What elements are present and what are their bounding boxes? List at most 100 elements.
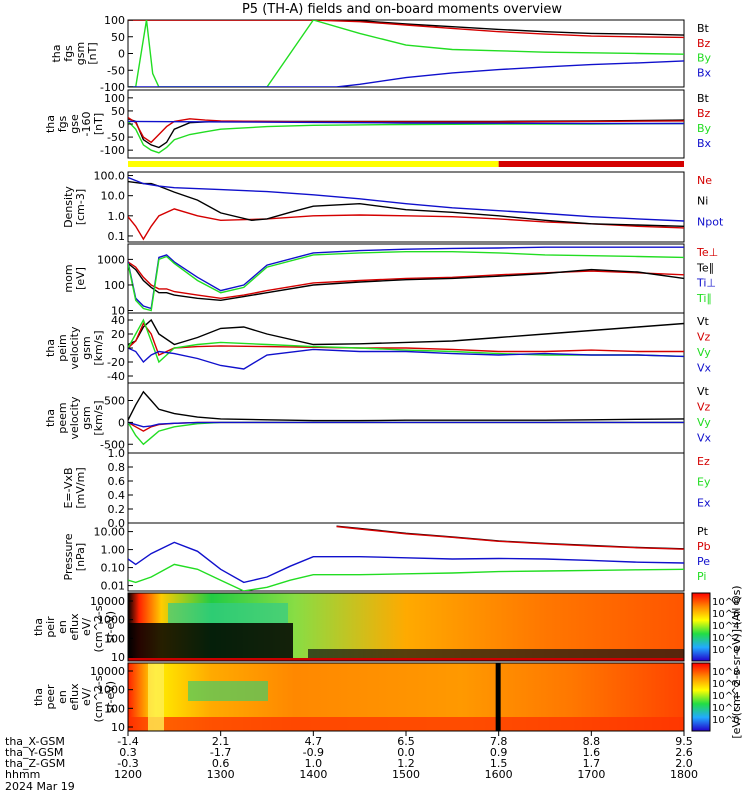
x-axis-row-label: 2024 Mar 19 [5,780,75,793]
x-tick-label-Z: 1.0 [305,757,323,770]
y-tick-label: -100 [100,144,125,157]
legend-entry: Ni [697,195,708,208]
legend-entry: Vz [697,401,711,414]
x-tick-label-hhmm: 1800 [670,768,698,781]
y-tick-label: -500 [100,438,125,451]
colorbar-tick-label: 10^0 [712,645,739,656]
y-tick-label: 100.0 [94,170,126,183]
legend-entry: Bx [697,137,712,150]
y-tick-label: 1.0 [108,210,126,223]
y-tick-label: 0.8 [108,461,126,474]
y-axis-label-line: peem [56,402,69,433]
series-line-Vt [128,318,684,346]
y-tick-label: 10.0 [101,190,126,203]
y-axis-label-line: tha [44,339,57,357]
colorbar-tick-label: 10^8 [712,667,739,678]
x-tick-label-X: 9.5 [675,735,693,748]
x-tick-label-Z: 1.7 [583,757,601,770]
panel-e_field: 1.00.80.60.40.20.0 E=-VxB [mV/m] Ez Ey Ex [62,447,711,530]
y-axis-label: Pressure [nPa] [62,533,87,580]
y-axis-label-line: [km/s] [92,330,105,365]
colorbar-tick-label: 10^4 [712,691,739,702]
heatmap-gap-column [495,663,501,731]
y-axis-label-line: [nT] [92,113,105,135]
x-tick-label-X: 7.8 [490,735,508,748]
y-axis-label-line: en [56,690,69,704]
legend-entry: Vy [697,416,711,429]
y-tick-label: 1.00 [101,544,126,557]
series-line-Bx [128,120,684,125]
y-axis-label-line: [nT] [86,42,99,64]
y-axis-label-line: [cm-3] [74,189,87,225]
y-axis-label-line: sr-eV) [104,611,117,643]
legend-entry: Te⊥ [696,246,718,259]
x-tick-label-hhmm: 1200 [114,768,142,781]
x-tick-label-X: 4.7 [305,735,323,748]
legend: Te⊥ Te∥ Ti⊥ Ti∥ [696,246,718,305]
y-tick-label: 50 [111,105,125,118]
y-axis-label-line: Pressure [62,533,75,580]
y-axis-label: tha fgs gsm [nT] [50,42,99,65]
series-line-Vx [128,421,684,428]
y-tick-label: 0.4 [108,489,126,502]
y-tick-label: 10 [111,721,125,734]
heatmap-green-region [168,603,288,623]
y-tick-label: -100 [100,81,125,94]
legend-entry: By [697,52,712,65]
y-axis-label-line: tha [32,618,45,636]
y-tick-label: 0 [118,416,125,429]
legend-entry: Bx [697,66,712,79]
y-tick-label: 10 [111,651,125,664]
panel-density: 100.0 10.0 1.0 0.1 Density [cm-3] Ne Ni Npot [62,170,724,243]
legend-entry: Ex [697,496,711,509]
legend-entry: Ti∥ [696,292,712,305]
x-tick-label-X: 2.1 [212,735,230,748]
legend: Vt Vz Vy Vx [697,385,712,445]
colorbar-tick-label: 10^2 [712,633,739,644]
y-tick-label: 0.10 [101,562,126,575]
y-axis-label-line: (cm^2-s- [92,602,105,653]
y-axis-label-line: (cm^2-s- [92,672,105,723]
y-axis-label-line: velocity [68,396,81,439]
y-tick-label: 40 [111,314,125,327]
y-tick-label: 0.1 [108,230,126,243]
panel-frame [127,452,685,524]
y-axis-label: tha peer en eflux eV/(cm^2-s-sr-eV) [32,672,117,723]
legend: Ne Ni Npot [697,174,724,228]
y-tick-label: 1.0 [108,447,126,460]
legend-entry: Vz [697,331,711,344]
y-tick-label: 500 [104,395,125,408]
y-tick-label: 0.2 [108,503,126,516]
legend-entry: Npot [697,215,724,228]
mode-bar [128,161,684,167]
colorbar [691,662,711,732]
panel-pressure: 10.00 1.00 0.10 0.01 Pressure [nPa] Pt Pb Pe Pi [62,522,711,593]
y-tick-label: 1000 [97,684,125,697]
y-axis-label: Density [cm-3] [62,186,87,228]
heatmap-dark-band [308,649,684,658]
x-tick-label-X: -1.4 [117,735,138,748]
x-axis-row-label: hhmm [5,768,40,781]
x-axis-row-label: tha_Y-GSM [5,746,63,759]
legend-entry: Bz [697,107,711,120]
colorbar-tick-label: 10^2 [712,703,739,714]
legend-entry: Vt [697,315,710,328]
legend: Vt Vz Vy Vx [697,315,712,375]
series-line-By [128,120,684,154]
panel-frame [127,171,685,243]
colorbar-label: [eV/(cm^2-s-sr-eV)] (All Qs) [730,585,743,738]
y-axis-label-line: velocity [68,326,81,369]
y-tick-label: 100 [104,279,125,292]
y-axis-label: tha peir en eflux eV/(cm^2-s-sr-eV) [32,602,117,653]
y-tick-label: 0 [118,48,125,61]
series-line-Vy [128,421,684,446]
mode-bar-segment [128,161,499,167]
legend-entry: By [697,122,712,135]
y-axis-label-line: [nPa] [74,543,87,571]
x-tick-label-Z: 2.0 [675,757,693,770]
series-line-Bt [128,20,684,36]
